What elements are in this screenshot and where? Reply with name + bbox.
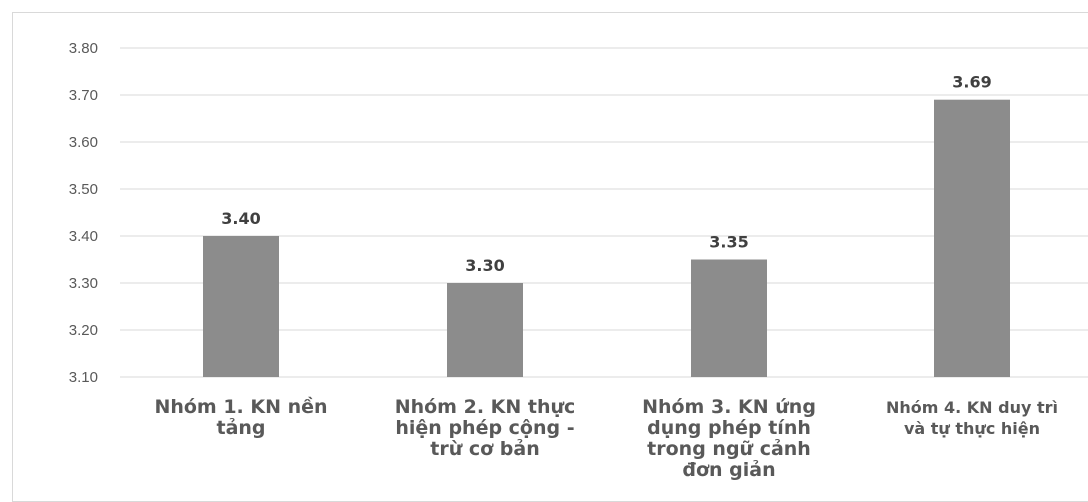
y-tick-label: 3.60 [69,134,98,151]
x-category-label: Nhóm 3. KN ứng dụng phép tính trong ngữ … [642,396,816,481]
bar [447,283,523,377]
bar-chart: 3.80 3.70 3.60 3.50 3.40 3.30 3.20 3.10 3.40 3.30… [69,40,1088,386]
y-tick-label: 3.20 [69,322,98,339]
y-tick-label: 3.10 [69,369,98,386]
y-tick-label: 3.50 [69,181,98,198]
y-tick-label: 3.80 [69,40,98,57]
x-category-label: Nhóm 4. KN duy trì và tự thực hiện [885,398,1059,438]
x-category-label: Nhóm 1. KN nền tảng [154,396,328,439]
data-label: 3.69 [952,73,991,92]
chart-frame [12,12,1088,502]
y-tick-label: 3.40 [69,228,98,245]
y-tick-label: 3.70 [69,87,98,104]
data-label: 3.35 [709,233,748,252]
y-tick-label: 3.30 [69,275,98,292]
bar [203,236,279,377]
data-label: 3.30 [465,256,504,275]
bar [934,99,1010,377]
bar [691,259,767,377]
data-label: 3.40 [221,209,260,228]
x-category-label: Nhóm 2. KN thực hiện phép cộng - trừ cơ … [394,396,576,460]
